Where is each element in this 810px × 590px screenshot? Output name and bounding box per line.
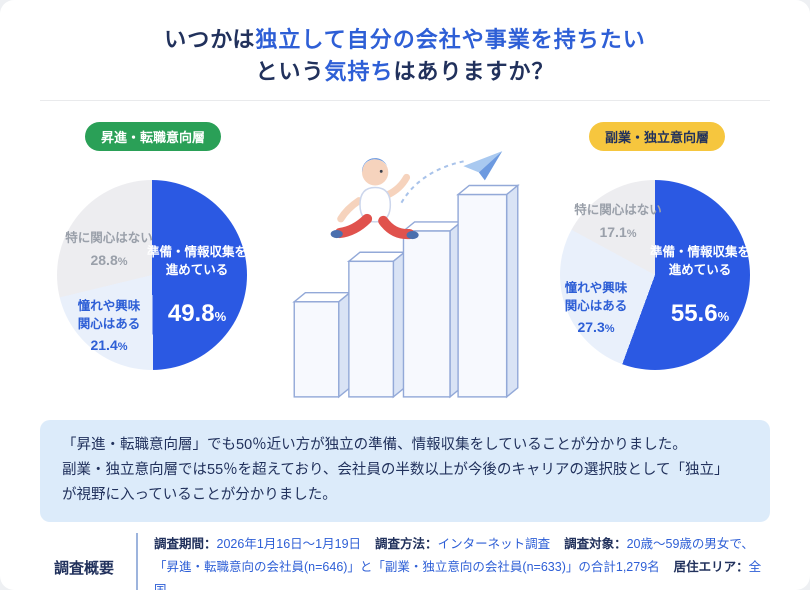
title-segment: はありますか？: [393, 58, 555, 84]
slice-label: 特に関心はない: [574, 203, 662, 217]
slice-value: 49.8%: [167, 300, 227, 327]
survey-method-value: インターネット調査: [437, 537, 551, 551]
pie-slice-label-no-interest: 特に関心はない 17.1%: [568, 202, 668, 242]
pie-slice-label-no-interest: 特に関心はない 28.8%: [57, 230, 161, 270]
slice-label: 特に関心はない: [65, 231, 153, 245]
slice-value: 55.6%: [670, 300, 730, 327]
slice-label: 準備・情報収集を進めている: [146, 245, 247, 277]
title-segment: という: [255, 58, 325, 84]
pie-slice-label-interested: 憧れや興味関心はある 21.4%: [73, 298, 145, 356]
vertical-divider: [136, 533, 138, 590]
summary-line: 「昇進・転職意向層」でも50％近い方が独立の準備、情報収集をしていることが分かり…: [62, 437, 687, 453]
pie-slice-label-preparing: 準備・情報収集を進めている 55.6%: [646, 244, 754, 331]
survey-target-value: 20歳～59歳の男女で、: [626, 537, 754, 551]
badge-sidejob-independence-group: 副業・独立意向層: [588, 122, 726, 151]
title-segment-highlight: 気持ち: [324, 58, 394, 84]
jumping-person-icon: [330, 158, 419, 240]
survey-overview-text: 調査期間：2026年1月16日～1月19日 調査方法：インターネット調査 調査対象：…: [138, 533, 770, 590]
survey-area-label: 居住エリア：: [673, 560, 749, 575]
climbing-steps-illustration: [292, 151, 520, 399]
badge-promotion-jobchange-group: 昇進・転職意向層: [84, 122, 222, 151]
slice-label: 準備・情報収集を進めている: [649, 245, 750, 277]
survey-overview: 調査概要 調査期間：2026年1月16日～1月19日 調査方法：インターネット調査…: [40, 533, 770, 590]
slice-value: 28.8%: [90, 251, 128, 268]
title-segment-highlight: 独立して自分の会社や事業を持ちたい: [255, 27, 646, 52]
survey-area-value: 全国: [154, 560, 762, 590]
survey-detail-line: 調査期間：2026年1月16日～1月19日 調査方法：インターネット調査 調査対象：…: [154, 533, 770, 556]
bar-steps-icon: [292, 183, 520, 399]
survey-period-value: 2026年1月16日～1月19日: [216, 537, 362, 551]
title-divider: [40, 100, 770, 101]
survey-overview-heading: 調査概要: [54, 560, 115, 578]
pie-slice-label-preparing: 準備・情報収集を進めている 49.8%: [143, 244, 251, 331]
summary-line: 副業・独立意向層では55％を超えており、会社員の半数以上が今後のキャリアの選択肢…: [62, 462, 729, 479]
survey-method-label: 調査方法：: [375, 537, 438, 551]
paper-airplane-icon: [463, 151, 503, 181]
slice-label: 憧れや興味関心はある: [564, 281, 628, 313]
title-line-2: という気持ちはありますか？: [0, 56, 810, 88]
title-segment: いつかは: [164, 27, 256, 52]
pie-chart-sidejob-independence: 特に関心はない 17.1% 憧れや興味関心はある 27.3% 準備・情報収集を進…: [560, 180, 750, 370]
summary-box: 「昇進・転職意向層」でも50％近い方が独立の準備、情報収集をしていることが分かり…: [40, 420, 770, 522]
survey-target-value-continued: 「昇進・転職意向の会社員(n=646)」と「副業・独立意向の会社員(n=633)…: [154, 560, 660, 575]
slice-value: 21.4%: [90, 337, 128, 353]
survey-target-label: 調査対象：: [564, 537, 627, 551]
summary-line: が視野に入っていることが分かりました。: [62, 487, 337, 504]
slice-value: 17.1%: [599, 223, 637, 240]
survey-period-label: 調査期間：: [154, 537, 217, 551]
title-line-1: いつかは独立して自分の会社や事業を持ちたい: [0, 24, 810, 56]
slice-value: 27.3%: [577, 319, 615, 335]
page-title: いつかは独立して自分の会社や事業を持ちたい という気持ちはありますか？: [0, 24, 810, 88]
pie-slice-label-interested: 憧れや興味関心はある 27.3%: [560, 280, 632, 338]
pie-chart-promotion-jobchange: 特に関心はない 28.8% 憧れや興味関心はある 21.4% 準備・情報収集を進…: [57, 180, 247, 370]
trail-dashes-icon: [400, 160, 465, 204]
survey-detail-line: 「昇進・転職意向の会社員(n=646)」と「副業・独立意向の会社員(n=633)…: [154, 556, 770, 590]
slice-label: 憧れや興味関心はある: [77, 299, 141, 331]
